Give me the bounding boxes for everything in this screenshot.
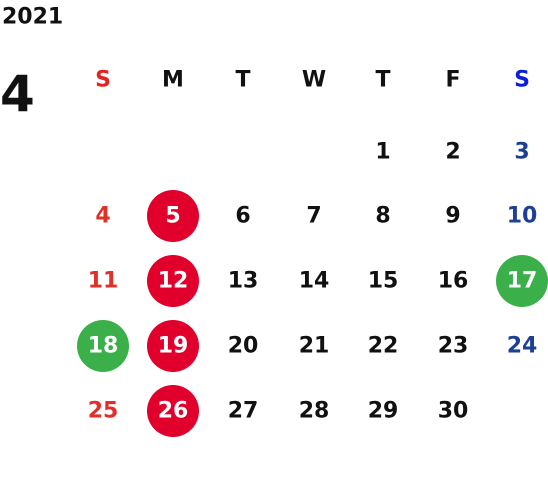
day-number: 22 [368,334,399,359]
year: 2021 [2,5,63,30]
weekday-label: M [162,68,184,93]
month: 4 [0,65,35,123]
day-highlight [77,320,129,372]
day-number: 3 [514,140,529,165]
day-highlight [496,255,548,307]
day-number: 13 [228,269,259,294]
day-number: 30 [438,399,469,424]
day-number: 25 [88,399,119,424]
weekday-label: F [445,68,460,93]
day-number: 6 [235,204,250,229]
weekday-label: W [302,68,326,93]
day-number: 19 [158,334,189,359]
day-number: 11 [88,269,119,294]
day-number: 8 [375,204,390,229]
day-number: 27 [228,399,259,424]
day-number: 10 [507,204,538,229]
day-number: 26 [158,399,189,424]
day-number: 7 [306,204,321,229]
day-highlight [147,255,199,307]
day-number: 4 [95,204,110,229]
day-number: 24 [507,334,538,359]
weekday-label: S [95,68,111,93]
day-number: 29 [368,399,399,424]
day-number: 15 [368,269,399,294]
day-highlight [147,190,199,242]
day-number: 17 [507,269,538,294]
day-number: 18 [88,334,119,359]
day-number: 23 [438,334,469,359]
weekday-label: T [375,68,390,93]
day-number: 28 [299,399,330,424]
day-highlight [147,385,199,437]
day-number: 1 [375,140,390,165]
day-number: 20 [228,334,259,359]
day-number: 14 [299,269,330,294]
day-highlight [147,320,199,372]
day-number: 9 [445,204,460,229]
day-number: 21 [299,334,330,359]
day-number: 12 [158,269,189,294]
day-number: 16 [438,269,469,294]
weekday-label: T [235,68,250,93]
day-number: 5 [165,204,180,229]
weekday-label: S [514,68,530,93]
day-number: 2 [445,140,460,165]
